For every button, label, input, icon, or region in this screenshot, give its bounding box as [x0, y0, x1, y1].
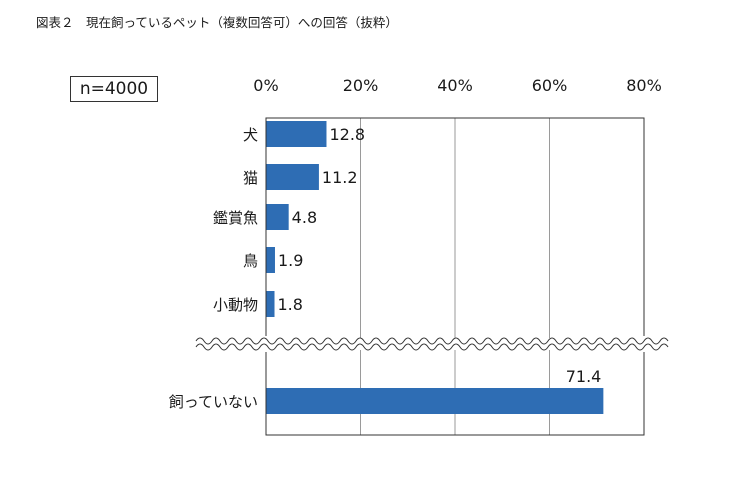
bar [266, 388, 604, 414]
bar [266, 204, 289, 230]
value-label: 71.4 [566, 367, 602, 386]
x-tick-label: 60% [532, 76, 568, 95]
value-label: 1.9 [278, 251, 303, 270]
plot-frame-upper [265, 117, 645, 336]
bar [266, 164, 319, 190]
category-label: 飼っていない [169, 393, 258, 411]
value-label: 12.8 [329, 125, 365, 144]
category-label: 鑑賞魚 [213, 209, 258, 227]
bar [266, 247, 275, 273]
axis-break-mask [190, 338, 670, 350]
category-label: 猫 [243, 169, 258, 187]
axis-break-line [195, 343, 669, 351]
axis-break-line [195, 337, 669, 345]
category-label: 小動物 [213, 296, 258, 314]
bar [266, 121, 327, 147]
x-tick-label: 40% [437, 76, 473, 95]
sample-size-label: n=4000 [70, 76, 158, 102]
figure-title: 図表２ 現在飼っているペット（複数回答可）への回答（抜粋） [36, 15, 398, 30]
x-tick-label: 0% [253, 76, 278, 95]
x-tick-label: 80% [626, 76, 662, 95]
category-label: 鳥 [243, 252, 258, 270]
value-label: 11.2 [322, 168, 358, 187]
value-label: 1.8 [278, 295, 303, 314]
category-label: 犬 [243, 126, 258, 144]
value-label: 4.8 [292, 208, 317, 227]
x-tick-label: 20% [343, 76, 379, 95]
plot-frame-lower [265, 352, 645, 436]
bar [266, 291, 275, 317]
